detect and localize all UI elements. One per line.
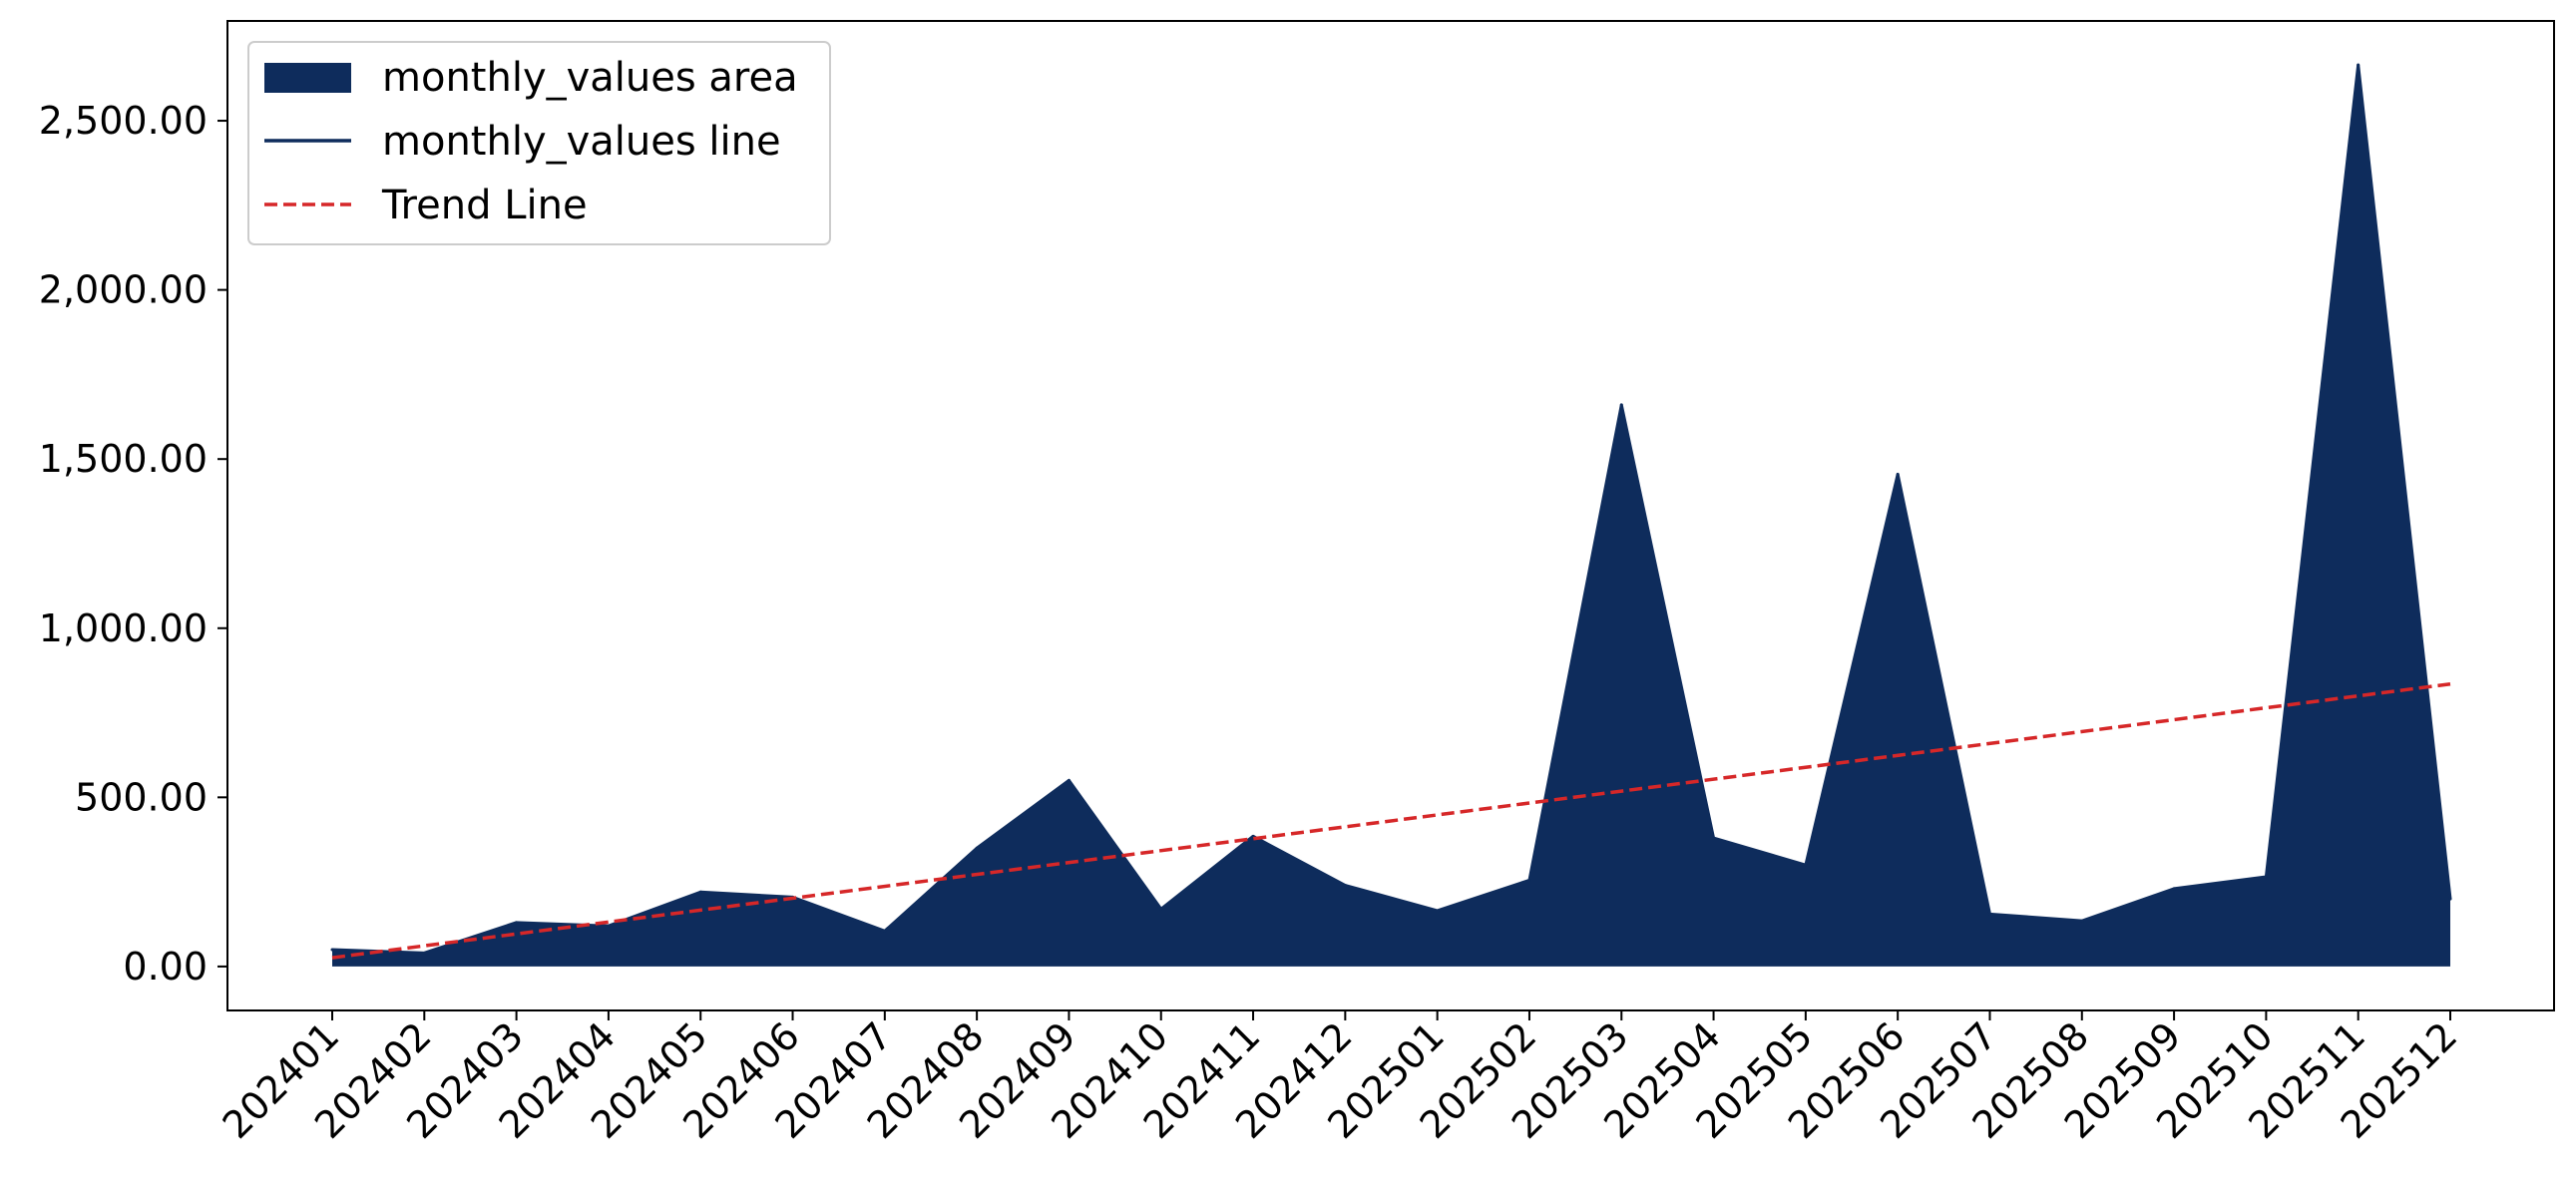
y-tick-label: 1,000.00 bbox=[39, 606, 208, 650]
data-point bbox=[2357, 63, 2361, 67]
data-point bbox=[975, 846, 979, 850]
y-tick-label: 1,500.00 bbox=[39, 437, 208, 481]
y-tick-label: 2,500.00 bbox=[39, 99, 208, 143]
data-point bbox=[698, 890, 702, 894]
legend: monthly_values area monthly_values line Tr… bbox=[247, 41, 831, 245]
data-point bbox=[1159, 907, 1163, 911]
line-monthly-values bbox=[331, 63, 2452, 955]
y-tick-label: 2,000.00 bbox=[39, 268, 208, 312]
data-point bbox=[2172, 887, 2176, 891]
data-point bbox=[883, 929, 887, 933]
legend-label-trend: Trend Line bbox=[381, 183, 588, 228]
data-point bbox=[1067, 778, 1071, 782]
data-point bbox=[2264, 875, 2268, 879]
data-point bbox=[1343, 884, 1347, 888]
legend-label-area: monthly_values area bbox=[382, 55, 798, 101]
area-monthly-values bbox=[332, 65, 2450, 967]
legend-label-line: monthly_values line bbox=[382, 119, 781, 165]
data-point bbox=[1527, 878, 1531, 882]
trend-line bbox=[331, 681, 2451, 960]
plot-frame bbox=[226, 20, 2555, 1011]
data-point bbox=[2448, 897, 2452, 901]
y-tick-label: 500.00 bbox=[75, 775, 208, 819]
data-point bbox=[607, 924, 611, 928]
data-point bbox=[1896, 472, 1900, 476]
data-point bbox=[1804, 863, 1808, 867]
data-point bbox=[2080, 919, 2084, 923]
data-point bbox=[1619, 403, 1623, 407]
data-point bbox=[330, 948, 334, 952]
legend-box bbox=[247, 41, 831, 245]
data-point bbox=[515, 921, 519, 925]
plot-area bbox=[330, 63, 2452, 967]
data-point bbox=[1987, 912, 1991, 916]
data-point bbox=[1712, 836, 1716, 840]
data-point bbox=[422, 951, 426, 955]
y-tick-label: 0.00 bbox=[123, 945, 208, 989]
data-point bbox=[1436, 909, 1440, 913]
legend-area-swatch bbox=[264, 63, 351, 93]
